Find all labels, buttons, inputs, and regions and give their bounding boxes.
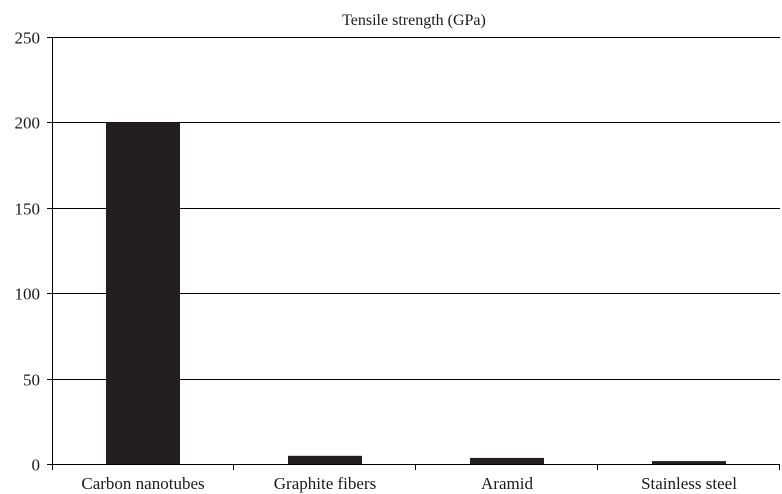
x-tick-label-graphite-fibers: Graphite fibers — [274, 474, 376, 493]
bar-stainless-steel — [652, 461, 726, 464]
x-tick-labels: Carbon nanotubes Graphite fibers Aramid Sta… — [81, 474, 737, 493]
chart-title: Tensile strength (GPa) — [342, 12, 486, 29]
y-tick-label-150: 150 — [15, 200, 41, 219]
bar-graphite-fibers — [288, 455, 362, 464]
bar-carbon-nanotubes — [106, 122, 180, 465]
bars — [106, 122, 726, 465]
y-tick-label-50: 50 — [23, 371, 40, 390]
y-tick-label-100: 100 — [15, 285, 41, 304]
bar-aramid — [470, 457, 544, 464]
y-tick-label-0: 0 — [32, 456, 41, 475]
y-tick-label-250: 250 — [15, 29, 41, 48]
x-tick-label-carbon-nanotubes: Carbon nanotubes — [81, 474, 204, 493]
x-tick-label-stainless-steel: Stainless steel — [641, 474, 737, 493]
y-tick-label-200: 200 — [15, 114, 41, 133]
axes — [47, 37, 780, 470]
x-tick-label-aramid: Aramid — [481, 474, 533, 493]
y-tick-labels: 0 50 100 150 200 250 — [15, 29, 41, 475]
